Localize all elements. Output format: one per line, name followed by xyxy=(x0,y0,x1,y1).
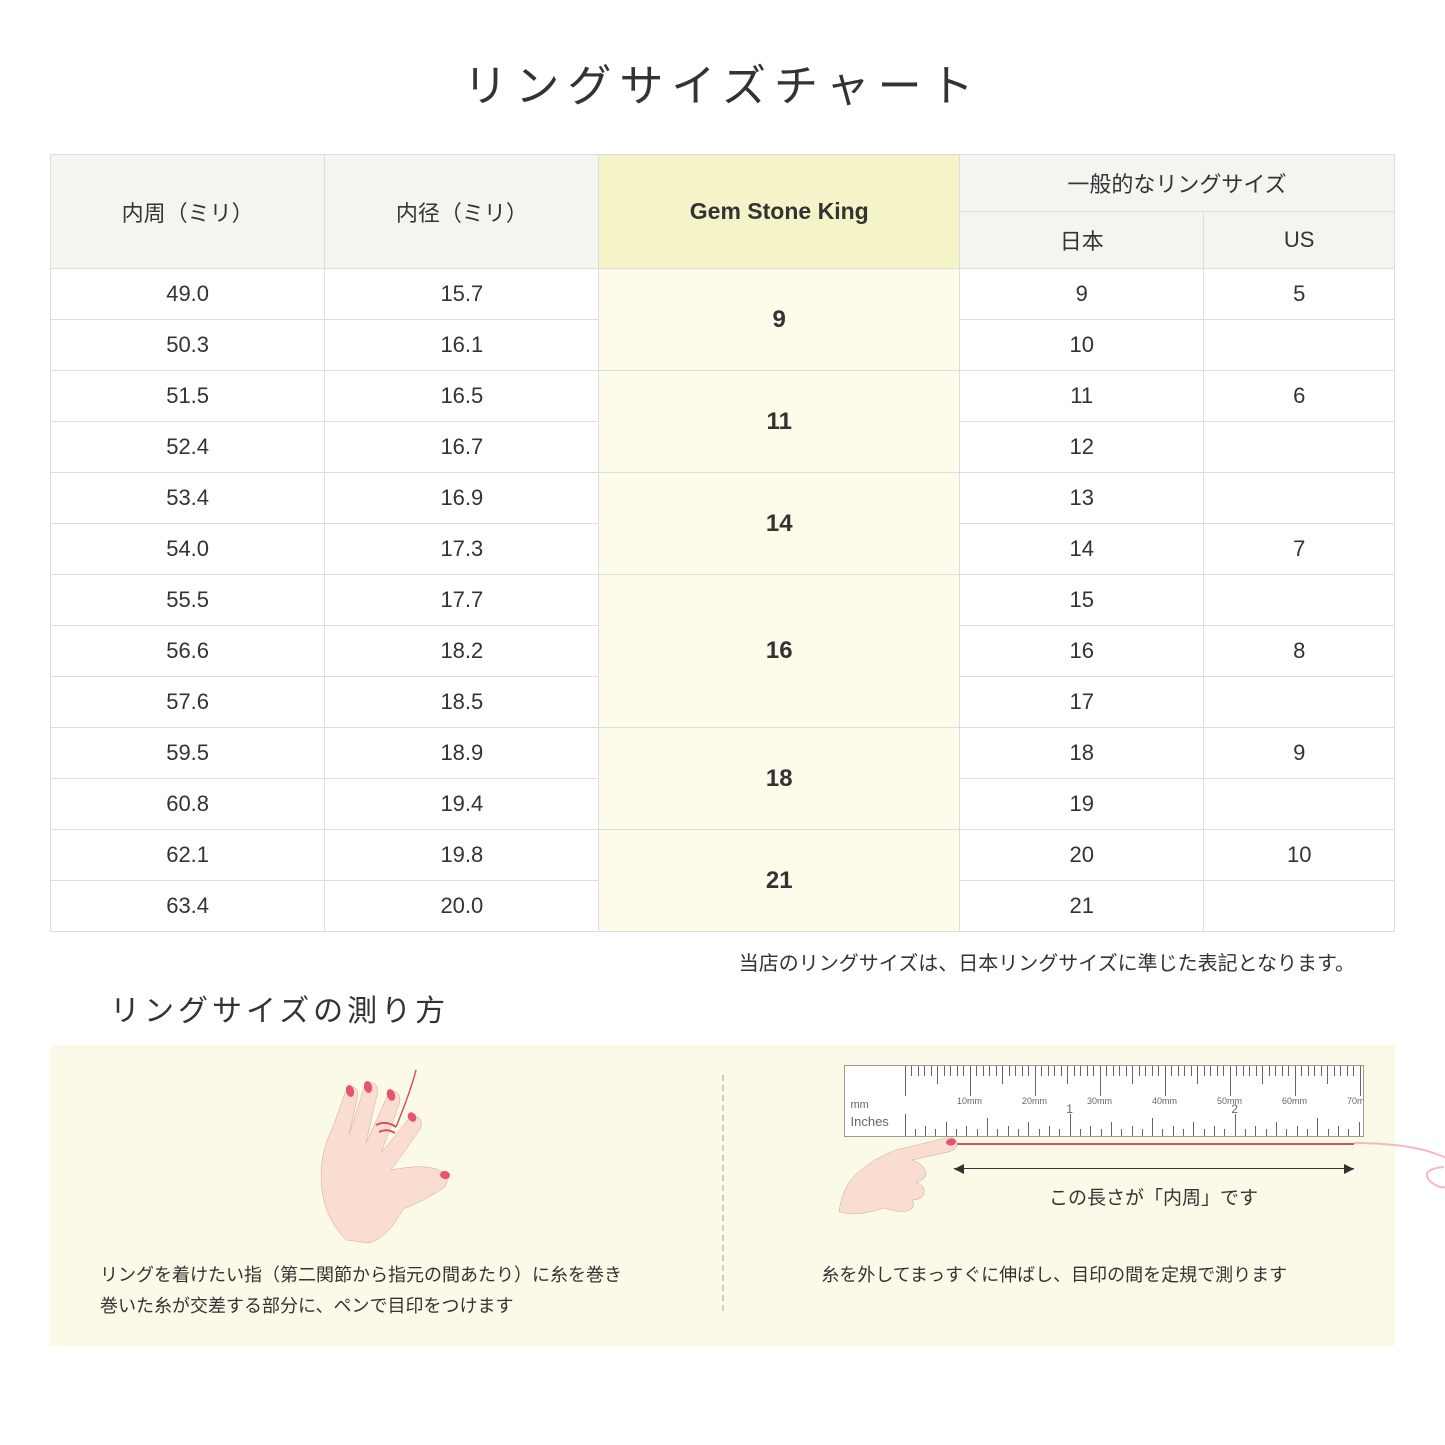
table-note: 当店のリングサイズは、日本リングサイズに準じた表記となります。 xyxy=(50,947,1355,976)
step-1-panel: リングを着けたい指（第二関節から指元の間あたり）に糸を巻き 巻いた糸が交差する部… xyxy=(80,1065,702,1321)
step-1-text: リングを着けたい指（第二関節から指元の間あたり）に糸を巻き 巻いた糸が交差する部… xyxy=(80,1260,702,1321)
panel-divider xyxy=(722,1075,724,1311)
measure-subtitle: リングサイズの測り方 xyxy=(110,986,1395,1030)
step-2-text: 糸を外してまっすぐに伸ばし、目印の間を定規で測ります xyxy=(744,1260,1366,1291)
header-circumference: 内周（ミリ） xyxy=(51,155,325,269)
table-row: 51.516.511116 xyxy=(51,371,1395,422)
header-common-sizes: 一般的なリングサイズ xyxy=(960,155,1395,212)
table-row: 55.517.71615 xyxy=(51,575,1395,626)
dimension-label: この長さが「内周」です xyxy=(954,1183,1354,1210)
header-gem-stone-king: Gem Stone King xyxy=(599,155,960,269)
hand-point-illustration xyxy=(834,1120,964,1215)
page-title: リングサイズチャート xyxy=(50,50,1395,114)
ruler-mm-label: mm xyxy=(851,1099,869,1111)
ring-size-table: 内周（ミリ） 内径（ミリ） Gem Stone King 一般的なリングサイズ … xyxy=(50,154,1395,932)
table-row: 59.518.918189 xyxy=(51,728,1395,779)
step-2-panel: mm Inches 10mm20mm30mm40mm50mm60mm70mm12… xyxy=(744,1065,1366,1321)
header-us: US xyxy=(1204,212,1395,269)
thread-curl xyxy=(1349,1125,1445,1195)
instructions-panel: リングを着けたい指（第二関節から指元の間あたり）に糸を巻き 巻いた糸が交差する部… xyxy=(50,1045,1395,1346)
header-japan: 日本 xyxy=(960,212,1204,269)
table-row: 53.416.91413 xyxy=(51,473,1395,524)
table-row: 49.015.7995 xyxy=(51,269,1395,320)
thread-line xyxy=(954,1143,1354,1145)
hand-wrap-illustration xyxy=(251,1065,531,1245)
header-diameter: 内径（ミリ） xyxy=(325,155,599,269)
table-row: 62.119.8212010 xyxy=(51,830,1395,881)
dimension-line xyxy=(954,1160,1354,1180)
ruler-illustration: mm Inches 10mm20mm30mm40mm50mm60mm70mm12… xyxy=(844,1065,1364,1137)
